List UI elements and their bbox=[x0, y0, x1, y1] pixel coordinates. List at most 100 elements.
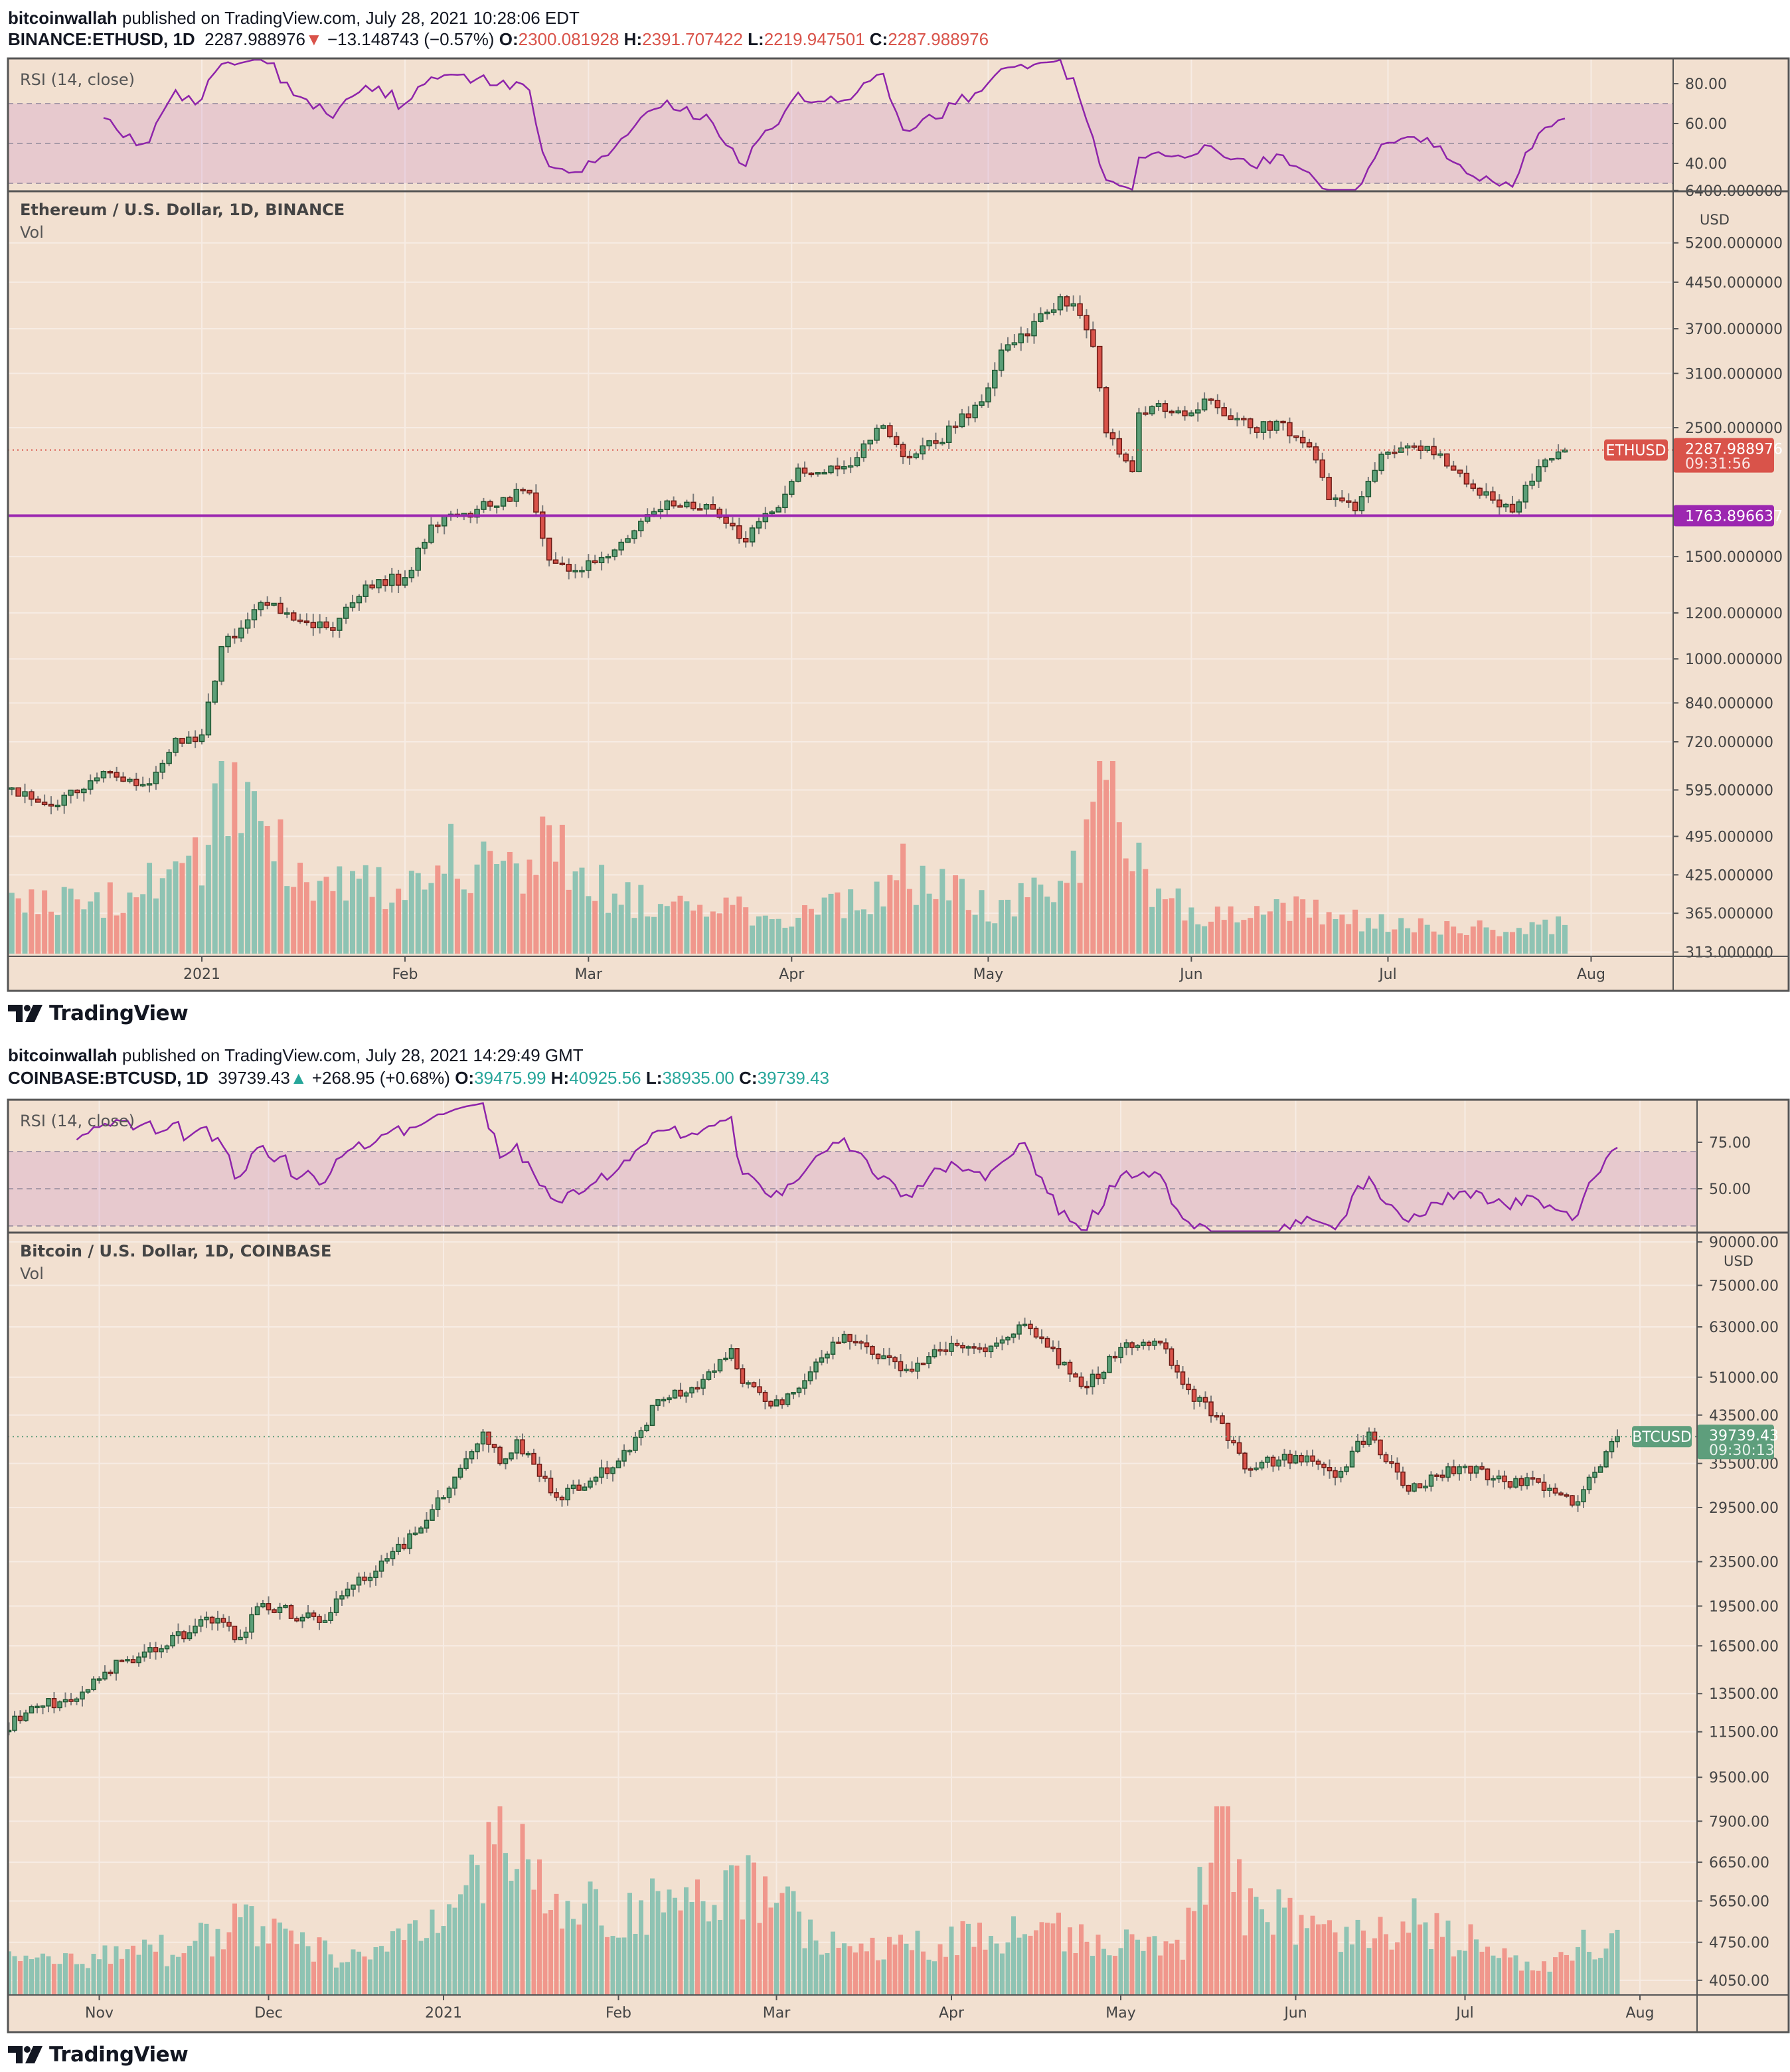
candle-up bbox=[1603, 1451, 1609, 1468]
volume-bar bbox=[97, 1959, 102, 1995]
candle-down bbox=[536, 1464, 542, 1477]
volume-bar bbox=[594, 1889, 598, 1995]
candle-down bbox=[1123, 453, 1129, 462]
candle-down bbox=[1346, 500, 1352, 503]
author-name[interactable]: bitcoinwallah bbox=[8, 8, 118, 28]
volume-bar bbox=[487, 851, 493, 954]
volume-bar bbox=[789, 926, 795, 954]
volume-bar bbox=[1333, 1932, 1338, 1995]
candle-up bbox=[1022, 1324, 1028, 1326]
candle-down bbox=[1564, 1494, 1570, 1497]
volume-bar bbox=[428, 883, 434, 954]
volume-bar bbox=[74, 1964, 79, 1995]
candle-up bbox=[412, 1532, 418, 1535]
time-axis-label: 2021 bbox=[425, 2005, 462, 2022]
candle-up bbox=[1424, 446, 1430, 451]
volume-bar bbox=[730, 905, 736, 954]
volume-bar bbox=[819, 1954, 824, 1995]
volume-bar bbox=[815, 914, 821, 954]
candle-up bbox=[972, 404, 978, 418]
volume-bar bbox=[697, 905, 703, 954]
volume-bar bbox=[1056, 1913, 1061, 1995]
candle-up bbox=[205, 701, 212, 736]
volume-bar bbox=[1474, 1939, 1479, 1995]
volume-bar bbox=[779, 1893, 785, 1995]
candle-up bbox=[81, 788, 87, 794]
volume-bar bbox=[1378, 1917, 1383, 1995]
candle-up bbox=[424, 1519, 430, 1529]
volume-bar bbox=[1293, 896, 1299, 954]
last-price-label-bg bbox=[1673, 438, 1774, 473]
candle-up bbox=[706, 1371, 712, 1380]
author-name[interactable]: bitcoinwallah bbox=[8, 1045, 118, 1065]
volume-bar bbox=[1326, 912, 1332, 954]
time-axis-label: Aug bbox=[1577, 966, 1605, 983]
candle-down bbox=[192, 736, 199, 742]
open-label: O: bbox=[455, 1068, 475, 1088]
volume-bar bbox=[1549, 934, 1555, 954]
volume-bar bbox=[559, 824, 565, 954]
candle-down bbox=[330, 627, 336, 631]
tradingview-logo[interactable]: TradingView bbox=[8, 2043, 189, 2067]
volume-bar bbox=[1038, 884, 1044, 954]
rsi-line bbox=[103, 58, 1566, 191]
volume-bar bbox=[689, 1901, 694, 1995]
volume-bar bbox=[1141, 1950, 1146, 1995]
volume-bar bbox=[932, 1961, 937, 1995]
symbol-tag-bg bbox=[1632, 1426, 1692, 1448]
candle-down bbox=[1242, 1452, 1248, 1470]
candle-up bbox=[349, 602, 356, 608]
candle-up bbox=[789, 481, 795, 495]
candle-up bbox=[356, 1577, 362, 1586]
volume-bar bbox=[1483, 927, 1489, 954]
candle-up bbox=[572, 570, 578, 572]
volume-legend: Vol bbox=[20, 1264, 44, 1283]
volume-bar bbox=[994, 1943, 999, 1995]
volume-bar bbox=[382, 908, 388, 954]
volume-bar bbox=[554, 1893, 559, 1995]
volume-bar bbox=[592, 901, 598, 954]
plot-area bbox=[8, 1100, 1697, 1995]
tradingview-logo[interactable]: TradingView bbox=[8, 1001, 189, 1025]
volume-bar bbox=[910, 1950, 914, 1995]
volume-bar bbox=[1581, 1929, 1586, 1995]
candle-down bbox=[1267, 421, 1273, 431]
candle-up bbox=[100, 771, 107, 779]
candle-down bbox=[539, 511, 546, 539]
high-value: 2391.707422 bbox=[642, 29, 743, 49]
candle-up bbox=[1575, 1501, 1581, 1506]
candle-up bbox=[457, 1468, 463, 1478]
volume-bar bbox=[848, 889, 854, 954]
volume-bar bbox=[588, 1881, 593, 1995]
volume-bar bbox=[657, 904, 663, 954]
candle-up bbox=[514, 1439, 520, 1454]
volume-bar bbox=[842, 1943, 847, 1995]
candle-up bbox=[367, 1577, 373, 1581]
volume-bar bbox=[774, 1903, 779, 1995]
candle-down bbox=[1208, 398, 1214, 401]
candle-up bbox=[1547, 1488, 1552, 1491]
candle-up bbox=[85, 1689, 91, 1693]
candle-up bbox=[480, 1431, 486, 1444]
candle-down bbox=[808, 472, 815, 475]
candle-up bbox=[68, 790, 74, 796]
volume-bar bbox=[305, 1946, 311, 1995]
volume-bar bbox=[389, 903, 395, 954]
volume-bar bbox=[546, 825, 552, 954]
btc-chart: Nov Dec 2021 Feb Mar Apr May Jun Jul Aug 90000.00 7… bbox=[7, 1098, 1790, 2033]
volume-bar bbox=[245, 782, 251, 954]
candle-up bbox=[1548, 458, 1555, 461]
volume-bar bbox=[225, 836, 231, 954]
candle-down bbox=[1175, 1365, 1180, 1373]
candle-up bbox=[153, 772, 159, 784]
candle-up bbox=[475, 1443, 480, 1452]
candle-up bbox=[1529, 480, 1535, 486]
candle-down bbox=[1254, 427, 1260, 433]
volume-bar bbox=[572, 871, 578, 954]
volume-bar bbox=[373, 1946, 378, 1995]
candle-down bbox=[311, 1612, 317, 1617]
volume-bar bbox=[854, 910, 860, 954]
volume-bar bbox=[475, 1865, 480, 1995]
volume-bar bbox=[8, 1951, 11, 1995]
